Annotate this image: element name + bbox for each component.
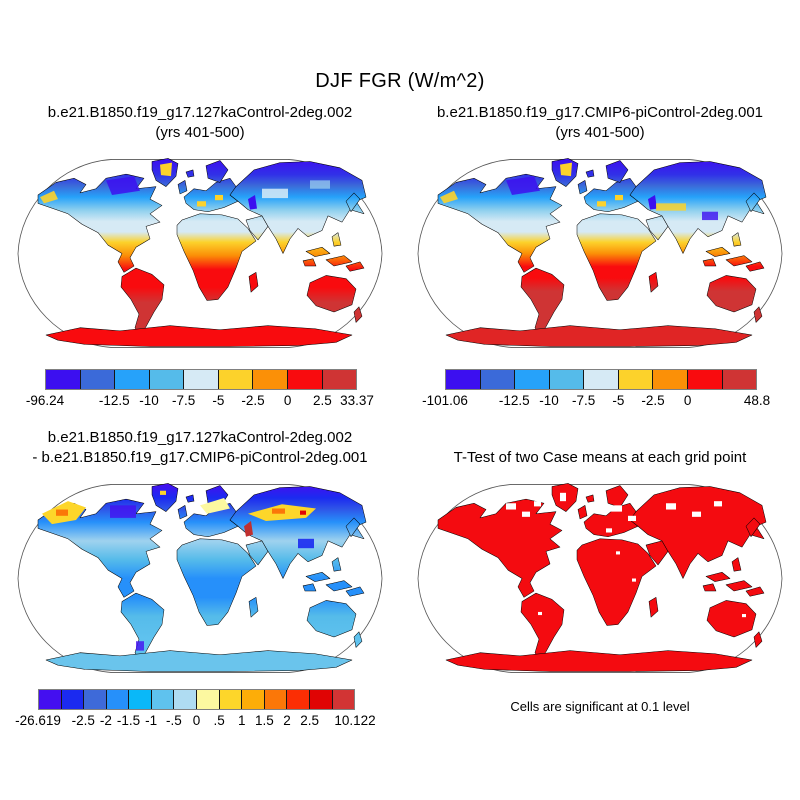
colorbar-tick-label: -26.619 [15,713,61,728]
case2-anomaly-patches [440,162,718,221]
colorbar-segment [653,370,688,389]
ttest-caption: Cells are significant at 0.1 level [510,699,690,714]
colorbar-segment [115,370,150,389]
world-map-case1 [10,149,390,358]
colorbar-case1-bar [45,369,357,390]
colorbar-segment [106,690,130,709]
world-map-case2 [410,149,790,358]
colorbar-segment [446,370,481,389]
panel-case2-title: b.e21.B1850.f19_g17.CMIP6-piControl-2deg… [400,103,800,143]
figure-title: DJF FGR (W/m^2) [315,70,485,92]
colorbar-segment [218,370,254,389]
panel-case2-title-line2: (yrs 401-500) [555,124,645,141]
colorbar-tick-label: 2 [283,713,291,728]
colorbar-segment [184,370,219,389]
colorbar-segment [515,370,550,389]
colorbar-case1-labels: -96.24 -12.5 -10 -7.5 -5 -2.5 0 2.5 33.37 [26,393,374,413]
panel-case1: b.e21.B1850.f19_g17.127kaControl-2deg.00… [0,103,400,433]
colorbar-tick-label: -12.5 [98,393,130,408]
colorbar-segment [149,370,185,389]
colorbar-tick-label: -2.5 [71,713,95,728]
colorbar-tick-label: 33.37 [340,393,374,408]
panel-difference-title-line2: - b.e21.B1850.f19_g17.CMIP6-piControl-2d… [32,449,368,466]
colorbar-segment [480,370,516,389]
colorbar-tick-label: 1.5 [255,713,274,728]
colorbar-tick-label: -1.5 [116,713,141,728]
colorbar-tick-label: 10.122 [334,713,376,728]
colorbar-segment [174,690,198,709]
colorbar-segment [687,370,723,389]
panel-ttest: T-Test of two Case means at each grid po… [400,428,800,758]
colorbar-segment [287,370,323,389]
colorbar-tick-label: -2.5 [241,393,265,408]
panel-case1-title-line2: (yrs 401-500) [155,124,245,141]
panel-difference-title: b.e21.B1850.f19_g17.127kaControl-2deg.00… [0,428,400,468]
colorbar-segment [332,690,355,709]
colorbar-segment [197,690,220,709]
colorbar-segment [219,690,243,709]
colorbar-tick-label: 0 [192,713,201,728]
colorbar-tick-label: .5 [213,713,225,728]
colorbar-difference-labels: -26.619 -2.5 -2 -1.5 -1 -.5 0 .5 1 1.5 2 2.5 10.122 [15,713,376,733]
colorbar-segment [584,370,619,389]
colorbar-case2-bar [445,369,757,390]
world-map-difference [10,474,390,683]
colorbar-segment [722,370,757,389]
colorbar-tick-label: -101.06 [422,393,468,408]
colorbar-tick-label: -1 [145,713,158,728]
panel-difference-title-line1: b.e21.B1850.f19_g17.127kaControl-2deg.00… [47,429,353,446]
colorbar-tick-label: -.5 [165,713,182,728]
colorbar-segment [80,370,116,389]
colorbar-tick-label: 0 [283,393,292,408]
colorbar-tick-label: -10 [139,393,159,408]
colorbar-segment [39,690,62,709]
colorbar-tick-label: -12.5 [498,393,530,408]
world-map-ttest [410,474,790,683]
colorbar-segment [309,690,333,709]
colorbar-tick-label: 2.5 [300,713,320,728]
panel-case1-title: b.e21.B1850.f19_g17.127kaControl-2deg.00… [0,103,400,143]
colorbar-tick-label: -2.5 [641,393,665,408]
colorbar-tick-label: -2 [99,713,112,728]
colorbar-segment [129,690,152,709]
colorbar-tick-label: -5 [212,393,225,408]
colorbar-tick-label: 1 [238,713,246,728]
colorbar-tick-label: 2.5 [312,393,332,408]
colorbar-segment [46,370,81,389]
colorbar-tick-label: 0 [683,393,692,408]
colorbar-tick-label: -96.24 [25,393,65,408]
colorbar-segment [549,370,585,389]
panel-case1-title-line1: b.e21.B1850.f19_g17.127kaControl-2deg.00… [47,104,353,121]
colorbar-segment [151,690,175,709]
panel-case2: b.e21.B1850.f19_g17.CMIP6-piControl-2deg… [400,103,800,433]
difference-anomaly-patches [42,490,316,651]
panel-case2-title-line1: b.e21.B1850.f19_g17.CMIP6-piControl-2deg… [436,104,764,121]
colorbar-segment [61,690,85,709]
panel-ttest-title: T-Test of two Case means at each grid po… [453,449,747,466]
colorbar-difference-bar [38,689,355,710]
colorbar-segment [242,690,265,709]
panel-difference: b.e21.B1850.f19_g17.127kaControl-2deg.00… [0,428,400,758]
colorbar-segment [84,690,107,709]
colorbar-segment [618,370,654,389]
colorbar-case2-labels: -101.06 -12.5 -10 -7.5 -5 -2.5 0 48.8 [422,393,770,413]
case1-anomaly-patches [40,162,330,210]
ttest-nonsignificant-patches [506,492,746,618]
colorbar-segment [264,690,288,709]
colorbar-segment [322,370,357,389]
colorbar-tick-label: -10 [539,393,559,408]
colorbar-case2: -101.06 -12.5 -10 -7.5 -5 -2.5 0 48.8 [422,369,770,413]
colorbar-case1: -96.24 -12.5 -10 -7.5 -5 -2.5 0 2.5 33.37 [26,369,374,413]
colorbar-tick-label: -7.5 [572,393,596,408]
colorbar-tick-label: -5 [612,393,625,408]
colorbar-tick-label: -7.5 [172,393,196,408]
colorbar-segment [287,690,310,709]
colorbar-difference: -26.619 -2.5 -2 -1.5 -1 -.5 0 .5 1 1.5 2 2.5 10.122 [15,689,376,733]
colorbar-tick-label: 48.8 [743,393,771,408]
colorbar-segment [253,370,288,389]
